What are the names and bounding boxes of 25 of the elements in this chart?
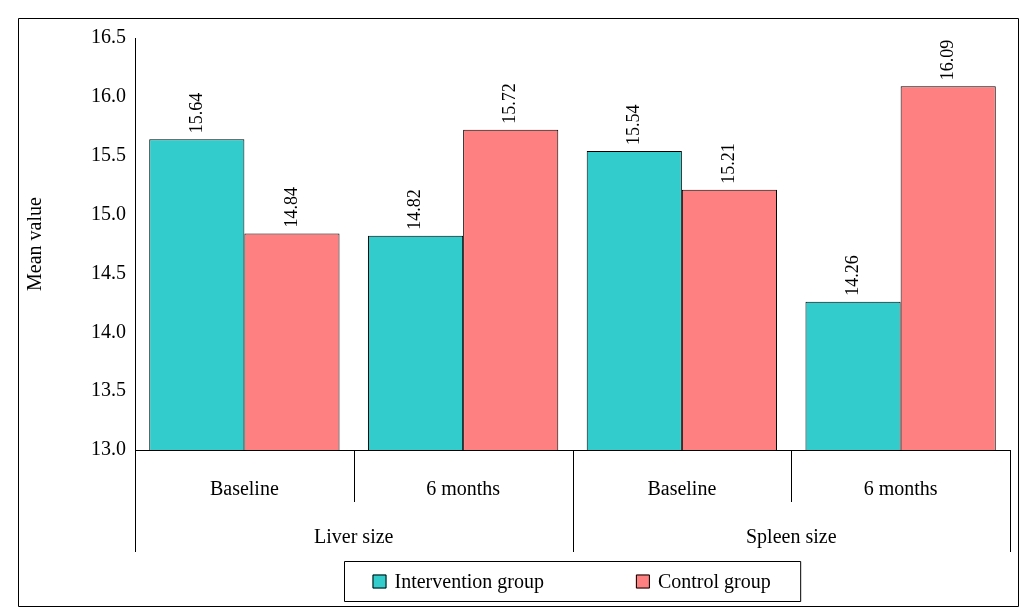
y-tick-label: 15.5 — [91, 142, 126, 165]
data-label: 14.84 — [280, 186, 301, 228]
y-tick-label: 14.0 — [91, 319, 126, 342]
y-tick-label: 14.5 — [91, 260, 126, 283]
y-tick-label: 16.5 — [91, 25, 126, 48]
data-label: 15.54 — [623, 104, 644, 146]
y-axis-title: Mean value — [23, 196, 46, 291]
y-tick-label: 13.5 — [91, 378, 126, 401]
x-tick-label: 6 months — [863, 477, 938, 500]
x-tick-label: Baseline — [647, 477, 717, 500]
y-tick-label: 13.0 — [91, 437, 126, 460]
data-label: 14.26 — [841, 255, 862, 296]
data-label: 15.72 — [499, 83, 520, 124]
y-tick-label: 15.0 — [91, 201, 126, 224]
legend-label: Control group — [657, 569, 771, 593]
data-label: 15.21 — [718, 143, 739, 184]
x-tick-label: 6 months — [426, 477, 501, 500]
y-tick-label: 16.0 — [91, 84, 126, 107]
x-tick-label: Baseline — [209, 477, 279, 500]
text: Liver size — [314, 525, 394, 548]
data-label: 16.09 — [936, 39, 957, 81]
text: Spleen size — [745, 525, 837, 549]
data-label: 14.82 — [404, 189, 425, 230]
data-label: 15.64 — [185, 92, 206, 134]
legend-label: Intervention group — [394, 569, 544, 593]
